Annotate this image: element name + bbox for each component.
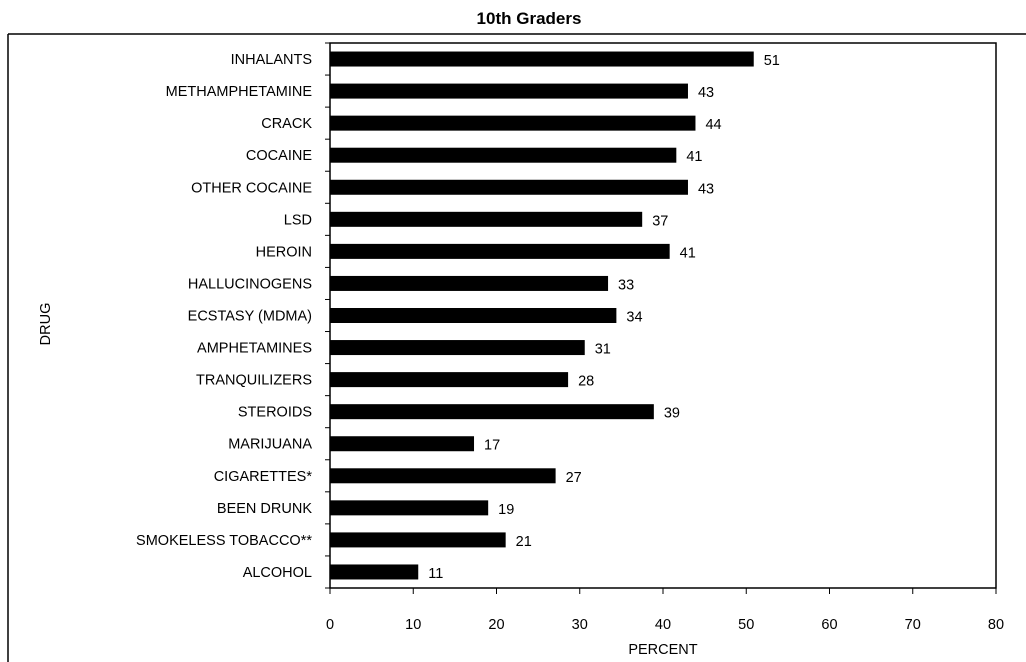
category-label: HALLUCINOGENS — [188, 276, 312, 292]
bar — [330, 340, 585, 356]
bar — [330, 243, 670, 259]
bar — [330, 308, 617, 323]
x-tick-label: 70 — [905, 617, 921, 633]
category-label: CRACK — [261, 116, 312, 132]
bar — [330, 532, 506, 548]
bar — [330, 404, 654, 420]
data-label: 17 — [484, 438, 500, 454]
bar — [330, 372, 569, 388]
bar — [330, 468, 556, 484]
category-label: INHALANTS — [231, 52, 312, 68]
x-axis-ticks: 0 10 20 30 40 50 60 70 80 — [326, 588, 1004, 633]
data-label: 43 — [698, 181, 714, 197]
data-label: 41 — [686, 149, 702, 165]
y-axis-ticks — [325, 42, 330, 589]
data-label: 21 — [516, 534, 532, 550]
data-label: 33 — [618, 277, 634, 293]
category-label: AMPHETAMINES — [197, 341, 312, 357]
category-label: ALCOHOL — [243, 565, 312, 581]
bars-group — [330, 51, 754, 580]
x-tick-label: 0 — [326, 617, 334, 633]
category-label: BEEN DRUNK — [217, 501, 312, 517]
category-label: MARIJUANA — [228, 437, 312, 453]
category-label: LSD — [284, 212, 312, 228]
data-label: 28 — [578, 374, 594, 390]
x-tick-label: 10 — [405, 617, 421, 633]
data-label: 27 — [566, 470, 582, 486]
bar — [330, 83, 688, 99]
category-label: OTHER COCAINE — [191, 180, 312, 196]
bar — [330, 275, 609, 291]
bar — [330, 436, 475, 452]
x-tick-label: 80 — [988, 617, 1004, 633]
category-label: SMOKELESS TOBACCO** — [136, 533, 312, 549]
data-label: 41 — [680, 245, 696, 261]
x-tick-label: 30 — [572, 617, 588, 633]
category-label: TRANQUILIZERS — [196, 373, 312, 389]
bar — [330, 115, 696, 131]
bar — [330, 211, 643, 227]
chart-title: 10th Graders — [477, 9, 582, 28]
bar — [330, 564, 419, 580]
x-tick-label: 50 — [738, 617, 754, 633]
bar — [330, 147, 677, 163]
category-label: METHAMPHETAMINE — [166, 84, 313, 100]
x-axis-label: PERCENT — [628, 642, 697, 658]
x-tick-label: 20 — [488, 617, 504, 633]
category-labels: INHALANTS METHAMPHETAMINE CRACK COCAINE OTHE… — [136, 52, 312, 581]
data-label: 51 — [764, 53, 780, 69]
category-label: COCAINE — [246, 148, 312, 164]
category-label: ECSTASY (MDMA) — [188, 309, 312, 325]
category-label: CIGARETTES* — [214, 469, 313, 485]
data-label: 39 — [664, 406, 680, 422]
x-tick-label: 60 — [821, 617, 837, 633]
data-label: 11 — [428, 566, 443, 582]
category-label: HEROIN — [256, 244, 312, 260]
data-label: 44 — [705, 117, 721, 133]
bar — [330, 179, 688, 195]
data-label: 43 — [698, 85, 714, 101]
data-label: 37 — [652, 213, 668, 229]
data-label: 19 — [498, 502, 514, 518]
bar — [330, 500, 489, 516]
x-tick-label: 40 — [655, 617, 671, 633]
category-label: STEROIDS — [238, 405, 312, 421]
data-label: 31 — [595, 342, 611, 358]
y-axis-label: DRUG — [38, 303, 54, 346]
bar — [330, 51, 754, 67]
data-label: 34 — [626, 310, 642, 326]
